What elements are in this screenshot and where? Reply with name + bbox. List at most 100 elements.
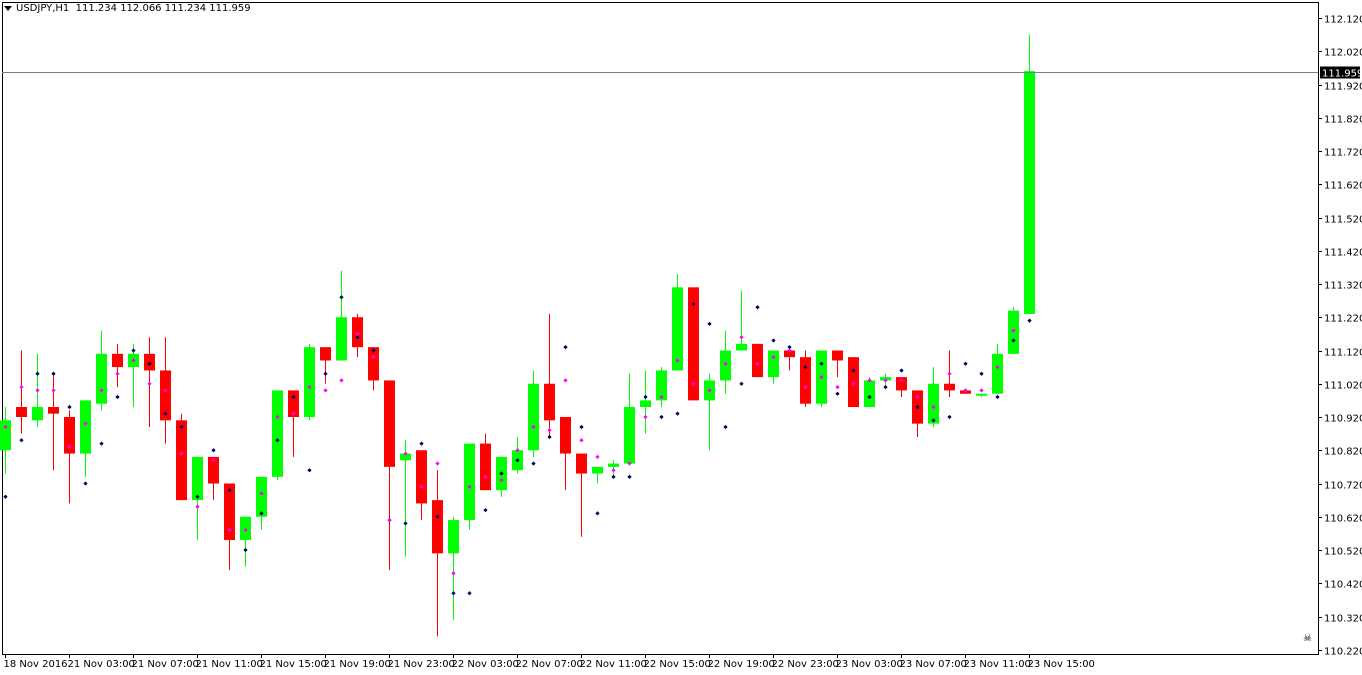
indicator-dot-dark bbox=[435, 514, 440, 519]
indicator-dot-magenta bbox=[867, 378, 872, 383]
indicator-dot-dark bbox=[19, 438, 24, 443]
x-tick-label: 21 Nov 03:00 bbox=[68, 659, 135, 670]
indicator-dot-dark bbox=[179, 424, 184, 430]
indicator-dot-dark bbox=[499, 471, 504, 476]
indicator-dot-dark bbox=[899, 368, 904, 373]
indicator-dot-magenta bbox=[851, 381, 856, 386]
indicator-dot-magenta bbox=[355, 331, 360, 336]
indicator-dot-magenta bbox=[435, 461, 440, 466]
chart-shift-icon[interactable]: ☠ bbox=[1303, 633, 1312, 644]
indicator-dot-dark bbox=[195, 494, 200, 499]
x-tick-label: 22 Nov 03:00 bbox=[452, 659, 519, 670]
indicator-dot-dark bbox=[227, 488, 232, 493]
y-tick-label: 112.120 bbox=[1324, 15, 1362, 26]
candle-body bbox=[384, 380, 395, 467]
candle-body bbox=[992, 353, 1003, 394]
candle-body bbox=[256, 476, 267, 517]
indicator-dot-magenta bbox=[163, 388, 168, 393]
candle-body bbox=[272, 390, 283, 477]
y-tick-label: 111.020 bbox=[1324, 381, 1362, 392]
indicator-dot-dark bbox=[803, 365, 808, 370]
y-tick-label: 111.820 bbox=[1324, 115, 1362, 126]
indicator-dot-magenta bbox=[771, 355, 776, 360]
indicator-dot-dark bbox=[291, 394, 296, 400]
indicator-dot-magenta bbox=[483, 474, 488, 479]
price-label-bg bbox=[1320, 66, 1360, 79]
candle-body bbox=[576, 453, 587, 474]
candle-body bbox=[176, 420, 187, 501]
indicator-dot-magenta bbox=[275, 414, 280, 420]
indicator-dot-dark bbox=[115, 394, 120, 400]
indicator-dot-dark bbox=[51, 371, 56, 376]
candle-body bbox=[608, 463, 619, 467]
indicator-dot-dark bbox=[771, 338, 776, 343]
indicator-dot-dark bbox=[355, 335, 360, 340]
y-tick-label: 111.220 bbox=[1324, 314, 1362, 325]
indicator-dot-magenta bbox=[931, 404, 936, 410]
indicator-dot-dark bbox=[947, 414, 952, 420]
candle-body bbox=[800, 357, 811, 404]
symbol-label: USDJPY,H1 bbox=[16, 3, 70, 14]
indicator-dot-dark bbox=[339, 295, 344, 300]
indicator-dot-dark bbox=[611, 474, 616, 479]
indicator-dot-dark bbox=[995, 394, 1000, 400]
y-tick-label: 111.120 bbox=[1324, 348, 1362, 359]
indicator-dot-dark bbox=[787, 345, 792, 350]
indicator-dot-dark bbox=[67, 404, 72, 410]
candle-body bbox=[160, 370, 171, 421]
candle-body bbox=[832, 350, 843, 361]
y-tick-label: 110.620 bbox=[1324, 514, 1362, 525]
x-tick-label: 22 Nov 11:00 bbox=[580, 659, 647, 670]
indicator-dot-dark bbox=[851, 368, 856, 373]
indicator-dot-dark bbox=[307, 468, 312, 473]
dropdown-triangle-icon[interactable] bbox=[4, 5, 12, 11]
candle-body bbox=[928, 383, 939, 424]
indicator-dot-dark bbox=[3, 494, 8, 499]
y-tick-label: 111.420 bbox=[1324, 248, 1362, 259]
candle-body bbox=[368, 347, 379, 381]
indicator-dot-dark bbox=[515, 458, 520, 463]
candle-body bbox=[656, 370, 667, 401]
candle-body bbox=[544, 383, 555, 421]
indicator-dot-dark bbox=[723, 424, 728, 430]
x-tick-label: 22 Nov 07:00 bbox=[516, 659, 583, 670]
indicator-dot-magenta bbox=[675, 358, 680, 363]
indicator-dot-dark bbox=[627, 474, 632, 479]
indicator-dot-magenta bbox=[563, 378, 568, 383]
x-tick-label: 22 Nov 19:00 bbox=[708, 659, 775, 670]
candle-body bbox=[432, 500, 443, 554]
indicator-dot-dark bbox=[867, 394, 872, 400]
y-tick-label: 110.920 bbox=[1324, 414, 1362, 425]
indicator-dot-magenta bbox=[339, 378, 344, 383]
candle-body bbox=[64, 417, 75, 454]
candle-body bbox=[224, 483, 235, 541]
x-tick-label: 21 Nov 19:00 bbox=[324, 659, 391, 670]
x-tick-label: 18 Nov 2016 bbox=[4, 659, 68, 670]
y-tick-label: 111.720 bbox=[1324, 148, 1362, 159]
indicator-dot-magenta bbox=[307, 384, 312, 390]
indicator-dot-magenta bbox=[243, 527, 248, 533]
candle-body bbox=[208, 456, 219, 484]
indicator-dot-magenta bbox=[883, 378, 888, 383]
candle-body bbox=[624, 407, 635, 464]
chart-frame bbox=[2, 2, 1319, 655]
candle-body bbox=[768, 350, 779, 378]
indicator-dot-dark bbox=[979, 371, 984, 376]
indicator-dot-magenta bbox=[131, 358, 136, 363]
ohlc-label: 111.234 112.066 111.234 111.959 bbox=[75, 3, 251, 14]
candle-body bbox=[560, 417, 571, 454]
candle-body bbox=[48, 407, 59, 414]
indicator-dot-magenta bbox=[755, 361, 760, 366]
candle-body bbox=[400, 453, 411, 461]
indicator-dot-dark bbox=[659, 414, 664, 420]
x-tick-label: 21 Nov 15:00 bbox=[260, 659, 327, 670]
indicator-dot-dark bbox=[931, 418, 936, 423]
indicator-dot-dark bbox=[883, 384, 888, 390]
candle-body bbox=[944, 383, 955, 391]
candle-body bbox=[304, 347, 315, 417]
chart-title: USDJPY,H1 111.234 112.066 111.234 111.95… bbox=[4, 3, 251, 14]
indicator-dot-dark bbox=[467, 591, 472, 596]
plot-border bbox=[2, 2, 1319, 655]
indicator-dot-dark bbox=[675, 411, 680, 416]
